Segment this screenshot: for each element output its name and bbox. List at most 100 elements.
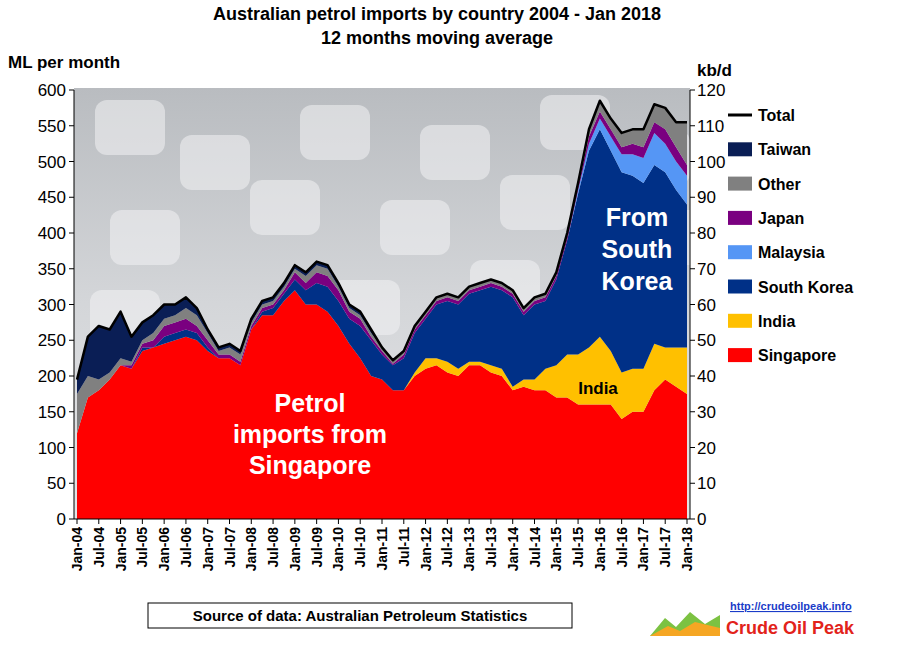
y2-tick-label: 10: [697, 474, 716, 493]
x-tick-label: Jan-14: [505, 527, 521, 572]
x-tick-label: Jul-12: [439, 527, 455, 568]
x-tick-label: Jan-04: [69, 527, 85, 572]
x-tick-label: Jan-05: [113, 527, 129, 572]
x-tick: [643, 519, 644, 524]
y-tick: [69, 483, 74, 484]
x-tick-label: Jul-14: [527, 527, 543, 568]
y-axis-title: ML per month: [8, 53, 120, 72]
legend-label: Taiwan: [758, 141, 811, 158]
annotation-line: Singapore: [249, 451, 371, 479]
y-tick: [69, 161, 74, 162]
legend-label: Other: [758, 176, 801, 193]
background-car: [95, 100, 165, 155]
credit-url: http://crudeoilpeak.info: [730, 600, 852, 612]
plot-background: [74, 88, 690, 519]
x-tick: [687, 519, 688, 524]
background-car: [180, 135, 250, 190]
chart: 0501001502002503003504004505005506000102…: [0, 0, 900, 651]
source: Source of data: Australian Petroleum Sta…: [193, 607, 528, 624]
y2-tick-label: 0: [697, 510, 706, 529]
legend-swatch: [728, 280, 752, 294]
annotation-line: Korea: [602, 267, 674, 295]
y-tick: [69, 447, 74, 448]
source-box: [148, 603, 572, 628]
y-tick-label: 350: [38, 260, 66, 279]
background-car: [300, 105, 370, 160]
y2-tick-label: 90: [697, 188, 716, 207]
credit: Crude Oil Peak: [726, 618, 855, 638]
y2-tick-label: 60: [697, 296, 716, 315]
y2-tick: [690, 340, 695, 341]
y2-tick-label: 110: [697, 117, 724, 136]
x-tick: [490, 519, 491, 524]
y-tick: [69, 376, 74, 377]
y-tick-label: 400: [38, 224, 66, 243]
x-tick-label: Jul-16: [614, 527, 630, 568]
y2-tick-label: 120: [697, 81, 725, 100]
y2-tick: [690, 304, 695, 305]
y-tick-label: 250: [38, 331, 66, 350]
x-tick-label: Jul-05: [134, 527, 150, 568]
y-tick: [69, 90, 74, 91]
x-tick: [207, 519, 208, 524]
x-tick-label: Jul-10: [352, 527, 368, 568]
x-tick-label: Jul-11: [396, 527, 412, 567]
y2-tick: [690, 411, 695, 412]
logo-mark: [650, 612, 720, 636]
y2-tick-label: 50: [697, 331, 716, 350]
x-tick: [578, 519, 579, 524]
x-tick: [403, 519, 404, 524]
y2-tick: [690, 197, 695, 198]
annotation: India: [578, 379, 618, 398]
x-tick: [534, 519, 535, 524]
background-car: [380, 200, 450, 255]
legend-swatch: [728, 142, 752, 156]
x-tick: [425, 519, 426, 524]
x-tick-label: Jan-18: [679, 527, 695, 572]
legend-swatch: [728, 177, 752, 191]
y2-tick: [690, 233, 695, 234]
y2-tick-label: 80: [697, 224, 716, 243]
x-tick: [273, 519, 274, 524]
y2-tick: [690, 376, 695, 377]
y2-tick-label: 40: [697, 367, 716, 386]
y-tick-label: 550: [38, 117, 66, 136]
y-tick-label: 200: [38, 367, 66, 386]
legend-swatch: [728, 211, 752, 225]
x-tick-label: Jul-06: [178, 527, 194, 568]
annotation-line: imports from: [233, 420, 387, 448]
legend-swatch: [728, 314, 752, 328]
x-tick: [229, 519, 230, 524]
x-tick-label: Jan-06: [156, 527, 172, 572]
x-tick: [98, 519, 99, 524]
x-tick-label: Jul-07: [222, 527, 238, 568]
x-tick: [665, 519, 666, 524]
x-tick-label: Jul-17: [657, 527, 673, 568]
annotation-line: South: [602, 235, 673, 263]
y2-tick: [690, 483, 695, 484]
background-car: [420, 125, 490, 180]
x-tick: [316, 519, 317, 524]
x-tick-label: Jan-07: [200, 527, 216, 572]
y2-tick: [690, 161, 695, 162]
annotation-line: Petrol: [275, 389, 346, 417]
legend-swatch: [728, 245, 752, 259]
area-japan: [77, 111, 687, 433]
y-tick: [69, 304, 74, 305]
x-tick-label: Jan-13: [461, 527, 477, 572]
y-tick: [69, 197, 74, 198]
x-tick: [599, 519, 600, 524]
y-tick-label: 600: [38, 81, 66, 100]
x-tick: [556, 519, 557, 524]
y2-tick: [690, 125, 695, 126]
background-car: [110, 210, 180, 265]
legend-label: Malaysia: [758, 244, 825, 261]
y2-axis-title: kb/d: [697, 61, 732, 80]
legend-label: South Korea: [758, 279, 853, 296]
y-tick-label: 150: [38, 403, 66, 422]
x-tick-label: Jan-10: [330, 527, 346, 572]
subtitle: 12 months moving average: [321, 28, 553, 48]
y-tick-label: 500: [38, 153, 66, 172]
y2-tick-label: 20: [697, 439, 716, 458]
area-other: [77, 101, 687, 433]
